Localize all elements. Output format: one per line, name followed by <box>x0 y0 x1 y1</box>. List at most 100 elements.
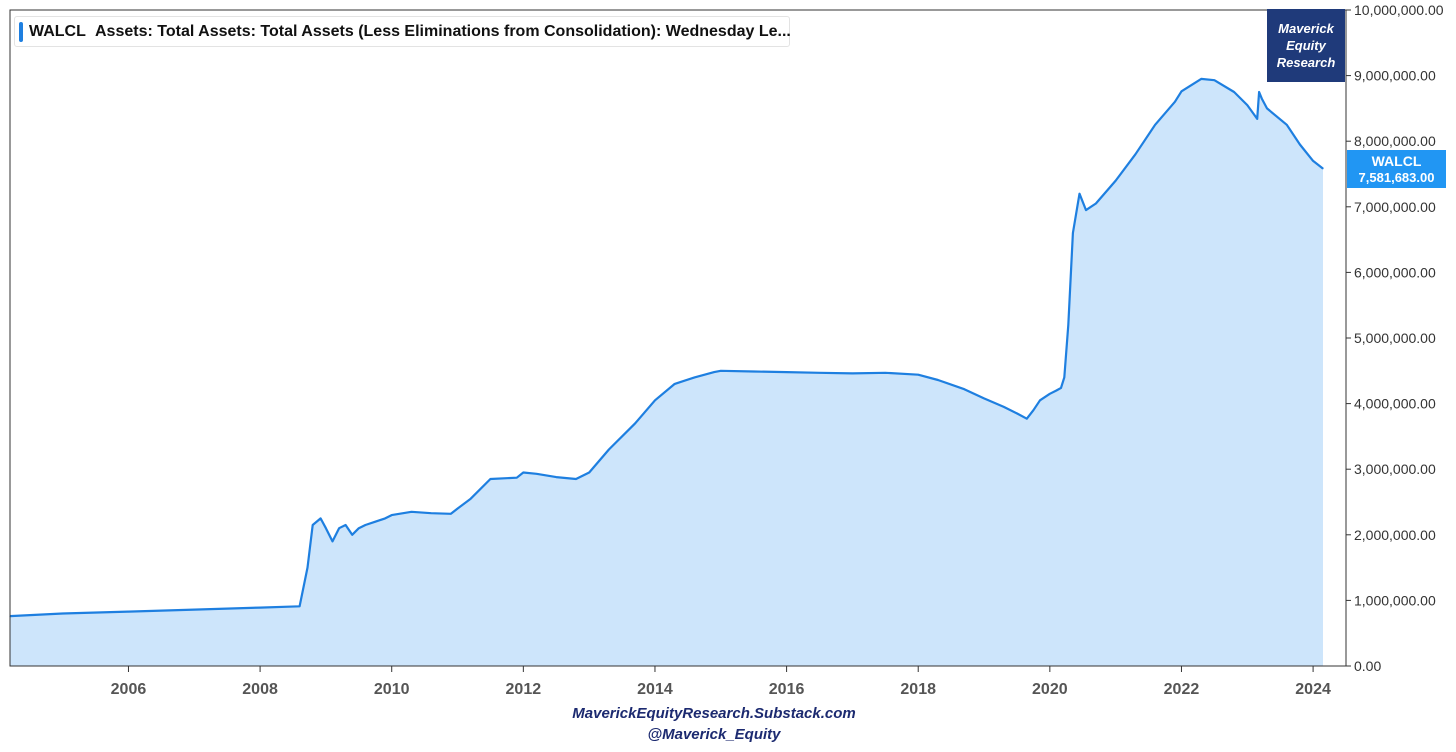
data-point <box>193 609 195 611</box>
data-point <box>1154 124 1156 126</box>
y-tick-label: 8,000,000.00 <box>1354 133 1436 149</box>
legend-symbol: WALCL <box>29 23 86 40</box>
data-point <box>522 471 524 474</box>
data-point <box>1261 98 1263 100</box>
data-point <box>1060 387 1062 389</box>
data-point <box>345 524 347 526</box>
data-point <box>1078 193 1081 195</box>
brand-line-1: Maverick <box>1278 21 1334 36</box>
data-point <box>1322 168 1324 170</box>
data-point <box>1312 160 1314 162</box>
series-area <box>10 78 1323 666</box>
data-point <box>331 540 334 543</box>
data-point <box>608 448 610 451</box>
data-point <box>127 611 130 613</box>
data-point <box>1055 389 1057 392</box>
data-point <box>1233 91 1235 93</box>
data-point <box>430 512 432 514</box>
data-point <box>555 476 557 478</box>
data-point <box>884 372 886 374</box>
y-tick-label: 0.00 <box>1354 658 1381 674</box>
data-point <box>963 388 965 390</box>
x-tick-label: 2010 <box>374 681 410 698</box>
data-point <box>654 399 656 401</box>
brand-line-2: Equity <box>1286 38 1326 53</box>
data-point <box>575 478 577 480</box>
data-point <box>489 478 491 480</box>
data-point <box>1180 90 1183 92</box>
data-point <box>456 508 459 510</box>
data-point <box>1286 124 1288 126</box>
y-tick-label: 5,000,000.00 <box>1354 330 1436 346</box>
data-point <box>1213 79 1215 81</box>
data-point <box>1258 91 1260 93</box>
last-value-number: 7,581,683.00 <box>1358 170 1435 185</box>
x-tick-label: 2020 <box>1032 681 1068 698</box>
data-point <box>312 524 314 526</box>
x-tick-label: 2006 <box>111 681 147 698</box>
last-value-symbol: WALCL <box>1371 153 1422 169</box>
data-point <box>1200 78 1202 80</box>
y-tick-label: 4,000,000.00 <box>1354 396 1436 412</box>
data-point <box>384 517 386 520</box>
last-value-badge: WALCL 7,581,683.00 <box>1347 150 1446 188</box>
data-point <box>786 371 788 373</box>
data-point <box>1072 232 1074 234</box>
data-point <box>753 370 755 373</box>
data-point <box>259 607 261 609</box>
data-point <box>1299 143 1301 146</box>
series-line <box>9 77 1324 618</box>
y-tick-label: 9,000,000.00 <box>1354 68 1436 84</box>
data-point <box>1032 409 1034 411</box>
brand-line-3: Research <box>1276 55 1336 70</box>
data-point <box>713 371 715 373</box>
data-point <box>364 524 366 526</box>
data-point <box>320 517 322 520</box>
data-point <box>634 422 636 424</box>
data-point <box>1085 209 1087 211</box>
data-point <box>1039 399 1041 401</box>
data-point <box>374 521 376 523</box>
y-tick-label: 1,000,000.00 <box>1354 592 1436 608</box>
data-point <box>1266 107 1268 109</box>
data-point <box>693 376 696 378</box>
data-point <box>1174 101 1176 103</box>
legend-box: WALCL Assets: Total Assets: Total Assets… <box>14 16 791 47</box>
y-tick-label: 3,000,000.00 <box>1354 461 1436 477</box>
data-point <box>1115 180 1117 182</box>
data-point <box>62 612 64 615</box>
data-point <box>535 473 538 475</box>
data-point <box>1067 324 1069 326</box>
data-point <box>1049 393 1051 395</box>
data-point <box>516 477 518 479</box>
data-point <box>983 397 985 399</box>
legend-description: Assets: Total Assets: Total Assets (Less… <box>95 23 791 40</box>
data-point <box>410 511 413 513</box>
data-point <box>588 471 590 474</box>
data-point <box>470 498 472 500</box>
data-point <box>338 527 340 529</box>
x-tick-label: 2008 <box>242 681 278 698</box>
x-tick-label: 2016 <box>769 681 805 698</box>
data-point <box>1026 418 1028 420</box>
data-point <box>351 534 353 536</box>
data-point <box>851 372 854 374</box>
data-point <box>917 374 919 376</box>
data-point <box>818 372 821 374</box>
data-point <box>1246 104 1248 106</box>
data-point <box>306 567 309 569</box>
data-point <box>674 383 676 385</box>
brand-badge: Maverick Equity Research <box>1267 9 1345 82</box>
x-tick-label: 2022 <box>1164 681 1200 698</box>
data-point <box>1003 406 1005 408</box>
data-point <box>358 527 360 529</box>
data-point <box>937 379 939 381</box>
x-tick-label: 2014 <box>637 681 673 698</box>
data-point <box>1016 412 1018 414</box>
footer-handle: @Maverick_Equity <box>647 726 781 743</box>
y-tick-label: 10,000,000.00 <box>1354 2 1444 18</box>
data-point <box>1134 153 1136 155</box>
x-tick-label: 2012 <box>506 681 542 698</box>
data-point <box>1256 118 1258 120</box>
